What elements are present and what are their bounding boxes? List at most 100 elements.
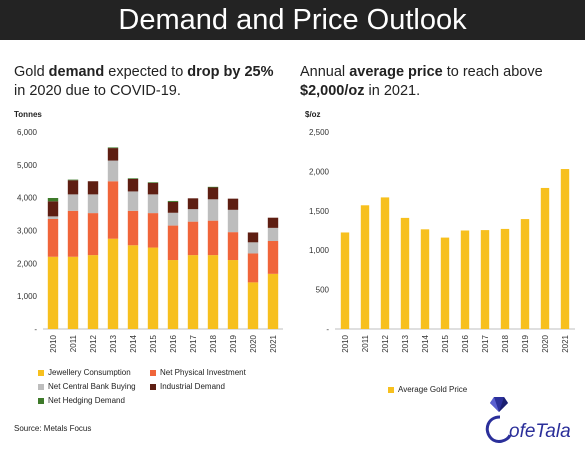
- demand-xtick-label: 2014: [129, 334, 138, 352]
- demand-legend-swatch: [38, 369, 44, 376]
- demand-unit-label: Tonnes: [14, 110, 42, 119]
- demand-xtick-label: 2011: [69, 334, 78, 352]
- price-xtick-label: 2017: [481, 334, 490, 352]
- page-banner: Demand and Price Outlook: [0, 0, 585, 40]
- price-xtick-label: 2019: [521, 334, 530, 352]
- demand-bar-industrial-demand: [107, 148, 119, 161]
- demand-bar-net-central-bank-buying: [147, 194, 159, 214]
- demand-legend-swatch: [150, 369, 156, 376]
- demand-bar-net-central-bank-buying: [207, 199, 219, 221]
- demand-bar-industrial-demand: [127, 178, 139, 192]
- price-xtick-label: 2016: [461, 334, 470, 352]
- demand-xtick-label: 2021: [269, 334, 278, 352]
- price-subtitle-part-2: to reach above: [442, 64, 543, 80]
- demand-bar-net-physical-investment: [47, 219, 59, 257]
- demand-bar-jewellery-consumption: [267, 273, 279, 329]
- demand-bar-net-physical-investment: [167, 225, 179, 261]
- demand-bar-net-physical-investment: [87, 213, 99, 256]
- price-legend-swatch: [388, 386, 394, 393]
- price-xtick-label: 2015: [441, 334, 450, 352]
- demand-subtitle-part-3: drop by 25%: [187, 64, 274, 80]
- demand-ytick-label: 2,000: [17, 259, 38, 268]
- demand-bar-net-central-bank-buying: [247, 242, 259, 254]
- price-bar-average-gold-price: [340, 232, 350, 329]
- demand-bar-net-hedging-demand: [127, 178, 139, 179]
- price-subtitle: Annual average price to reach above $2,0…: [300, 63, 580, 101]
- price-bar-average-gold-price: [500, 228, 510, 329]
- demand-bar-net-hedging-demand: [47, 197, 59, 202]
- demand-bar-net-physical-investment: [267, 241, 279, 274]
- demand-bar-jewellery-consumption: [67, 256, 79, 329]
- demand-ytick-label: 5,000: [17, 161, 38, 170]
- demand-legend-item: Net Physical Investment: [150, 368, 246, 377]
- price-ytick-label: 500: [316, 286, 330, 295]
- demand-xtick-label: 2013: [109, 334, 118, 352]
- demand-xtick-label: 2010: [49, 334, 58, 352]
- demand-bar-net-central-bank-buying: [107, 160, 119, 182]
- demand-subtitle-part-4: in 2020 due to COVID-19.: [14, 83, 181, 99]
- demand-xtick-label: 2017: [189, 334, 198, 352]
- demand-ytick-label: 4,000: [17, 194, 38, 203]
- demand-bar-net-central-bank-buying: [227, 209, 239, 233]
- demand-legend-label: Net Physical Investment: [160, 368, 246, 377]
- demand-xtick-label: 2016: [169, 334, 178, 352]
- demand-legend-swatch: [38, 397, 44, 404]
- demand-bar-jewellery-consumption: [227, 260, 239, 329]
- demand-legend-label: Industrial Demand: [160, 382, 225, 391]
- demand-bar-industrial-demand: [147, 182, 159, 195]
- demand-bar-jewellery-consumption: [87, 255, 99, 329]
- demand-bar-jewellery-consumption: [247, 282, 259, 329]
- demand-legend: Jewellery Consumption Net Physical Invest…: [38, 368, 288, 418]
- demand-bar-net-physical-investment: [67, 210, 79, 257]
- demand-bar-net-hedging-demand: [167, 200, 179, 202]
- price-ytick-label: -: [326, 325, 329, 334]
- demand-xtick-label: 2015: [149, 334, 158, 352]
- price-ytick-label: 1,000: [309, 246, 330, 255]
- price-subtitle-part-4: in 2021.: [364, 83, 421, 99]
- demand-legend-label: Jewellery Consumption: [48, 368, 131, 377]
- demand-bar-net-central-bank-buying: [127, 191, 139, 211]
- demand-subtitle: Gold demand expected to drop by 25% in 2…: [14, 63, 284, 101]
- demand-bar-jewellery-consumption: [207, 255, 219, 329]
- demand-bar-net-central-bank-buying: [67, 194, 79, 211]
- demand-bar-net-hedging-demand: [147, 182, 159, 183]
- price-bar-average-gold-price: [480, 230, 490, 329]
- demand-bar-net-central-bank-buying: [187, 209, 199, 222]
- demand-legend-label: Net Central Bank Buying: [48, 382, 136, 391]
- demand-xtick-label: 2020: [249, 334, 258, 352]
- demand-ytick-label: 6,000: [17, 128, 38, 137]
- price-bar-average-gold-price: [540, 187, 550, 329]
- price-bar-average-gold-price: [400, 217, 410, 329]
- demand-bar-industrial-demand: [247, 232, 259, 243]
- price-ytick-label: 2,500: [309, 128, 330, 137]
- demand-chart: - 1,000 2,000 3,000 4,000 5,000 6,000 2010 2011 2…: [17, 128, 283, 353]
- demand-legend-label: Net Hedging Demand: [48, 396, 125, 405]
- price-subtitle-part-1: average price: [349, 64, 443, 80]
- demand-bar-net-physical-investment: [107, 181, 119, 239]
- demand-bar-jewellery-consumption: [147, 247, 159, 329]
- demand-bar-jewellery-consumption: [167, 260, 179, 329]
- price-ytick-label: 2,000: [309, 167, 330, 176]
- demand-subtitle-part-0: Gold: [14, 64, 49, 80]
- demand-bar-industrial-demand: [167, 201, 179, 213]
- demand-bar-net-central-bank-buying: [167, 212, 179, 226]
- demand-legend-swatch: [38, 383, 44, 390]
- demand-xtick-label: 2019: [229, 334, 238, 352]
- price-xtick-label: 2020: [541, 334, 550, 352]
- logo-wordmark: ofeTala: [509, 421, 571, 442]
- price-bar-average-gold-price: [380, 197, 390, 329]
- demand-bar-industrial-demand: [227, 198, 239, 210]
- price-bar-average-gold-price: [440, 237, 450, 329]
- price-xtick-label: 2018: [501, 334, 510, 352]
- demand-xtick-label: 2018: [209, 334, 218, 352]
- demand-bar-net-central-bank-buying: [47, 216, 59, 220]
- demand-legend-item: Industrial Demand: [150, 382, 225, 391]
- demand-subtitle-part-1: demand: [48, 64, 105, 80]
- demand-bar-industrial-demand: [267, 217, 279, 228]
- price-legend-label: Average Gold Price: [398, 385, 468, 394]
- price-xtick-label: 2013: [401, 334, 410, 352]
- demand-subtitle-part-2: expected to: [104, 64, 188, 80]
- price-bar-average-gold-price: [560, 169, 570, 329]
- demand-bar-net-physical-investment: [127, 210, 139, 246]
- price-bar-average-gold-price: [420, 229, 430, 329]
